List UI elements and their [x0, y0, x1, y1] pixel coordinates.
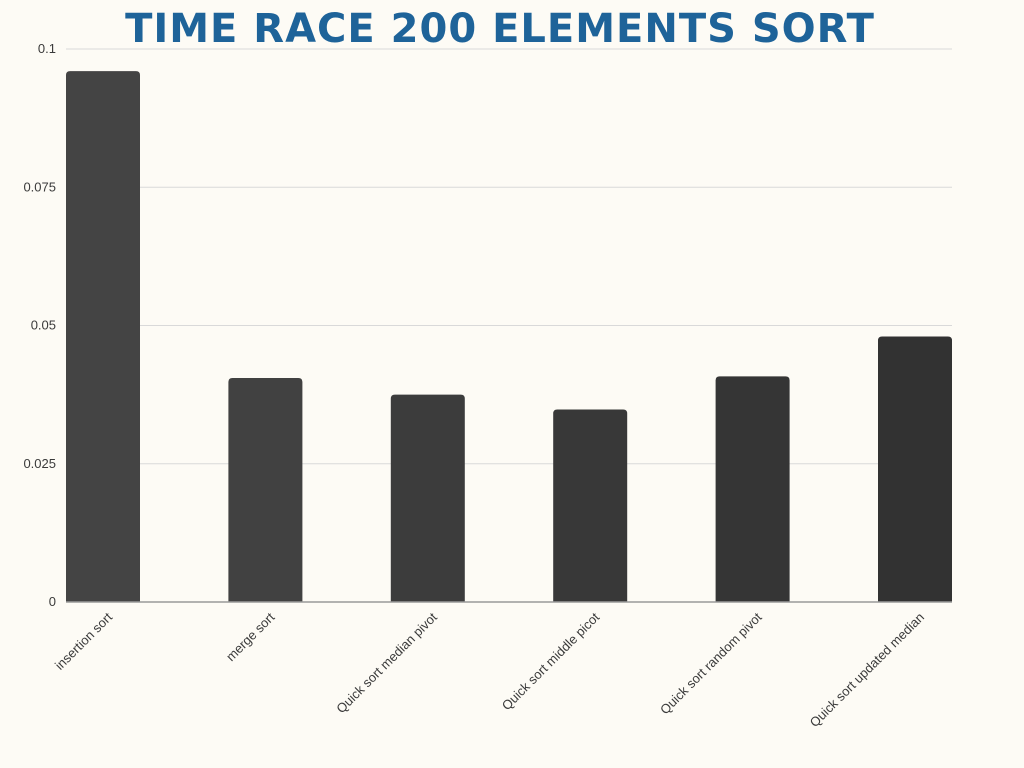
x-tick-label: Quick sort updated median	[807, 610, 927, 730]
y-tick-label: 0.1	[38, 41, 56, 56]
x-tick-label: Quick sort median pivot	[333, 609, 440, 716]
y-tick-label: 0	[49, 594, 56, 609]
x-tick-label: Quick sort random pivot	[657, 609, 765, 717]
x-tick-label: Quick sort middle picot	[499, 609, 603, 713]
bar	[715, 376, 790, 602]
bar	[66, 71, 140, 603]
y-tick-label: 0.075	[23, 179, 56, 194]
chart-title: TIME RACE 200 ELEMENTS SORT	[125, 6, 875, 52]
bar	[228, 378, 303, 602]
y-tick-label: 0.025	[23, 456, 56, 471]
x-tick-label: merge sort	[223, 609, 278, 664]
y-tick-label: 0.05	[31, 318, 56, 333]
x-axis-labels: insertion sort merge sort Quick sort media…	[52, 609, 927, 730]
gridlines	[66, 48, 952, 465]
bar	[553, 409, 628, 602]
bars	[66, 71, 952, 603]
x-tick-label: insertion sort	[52, 609, 116, 673]
bar	[878, 336, 952, 602]
y-axis-ticks: 0 0.025 0.05 0.075 0.1	[23, 41, 56, 609]
bar	[390, 394, 465, 602]
